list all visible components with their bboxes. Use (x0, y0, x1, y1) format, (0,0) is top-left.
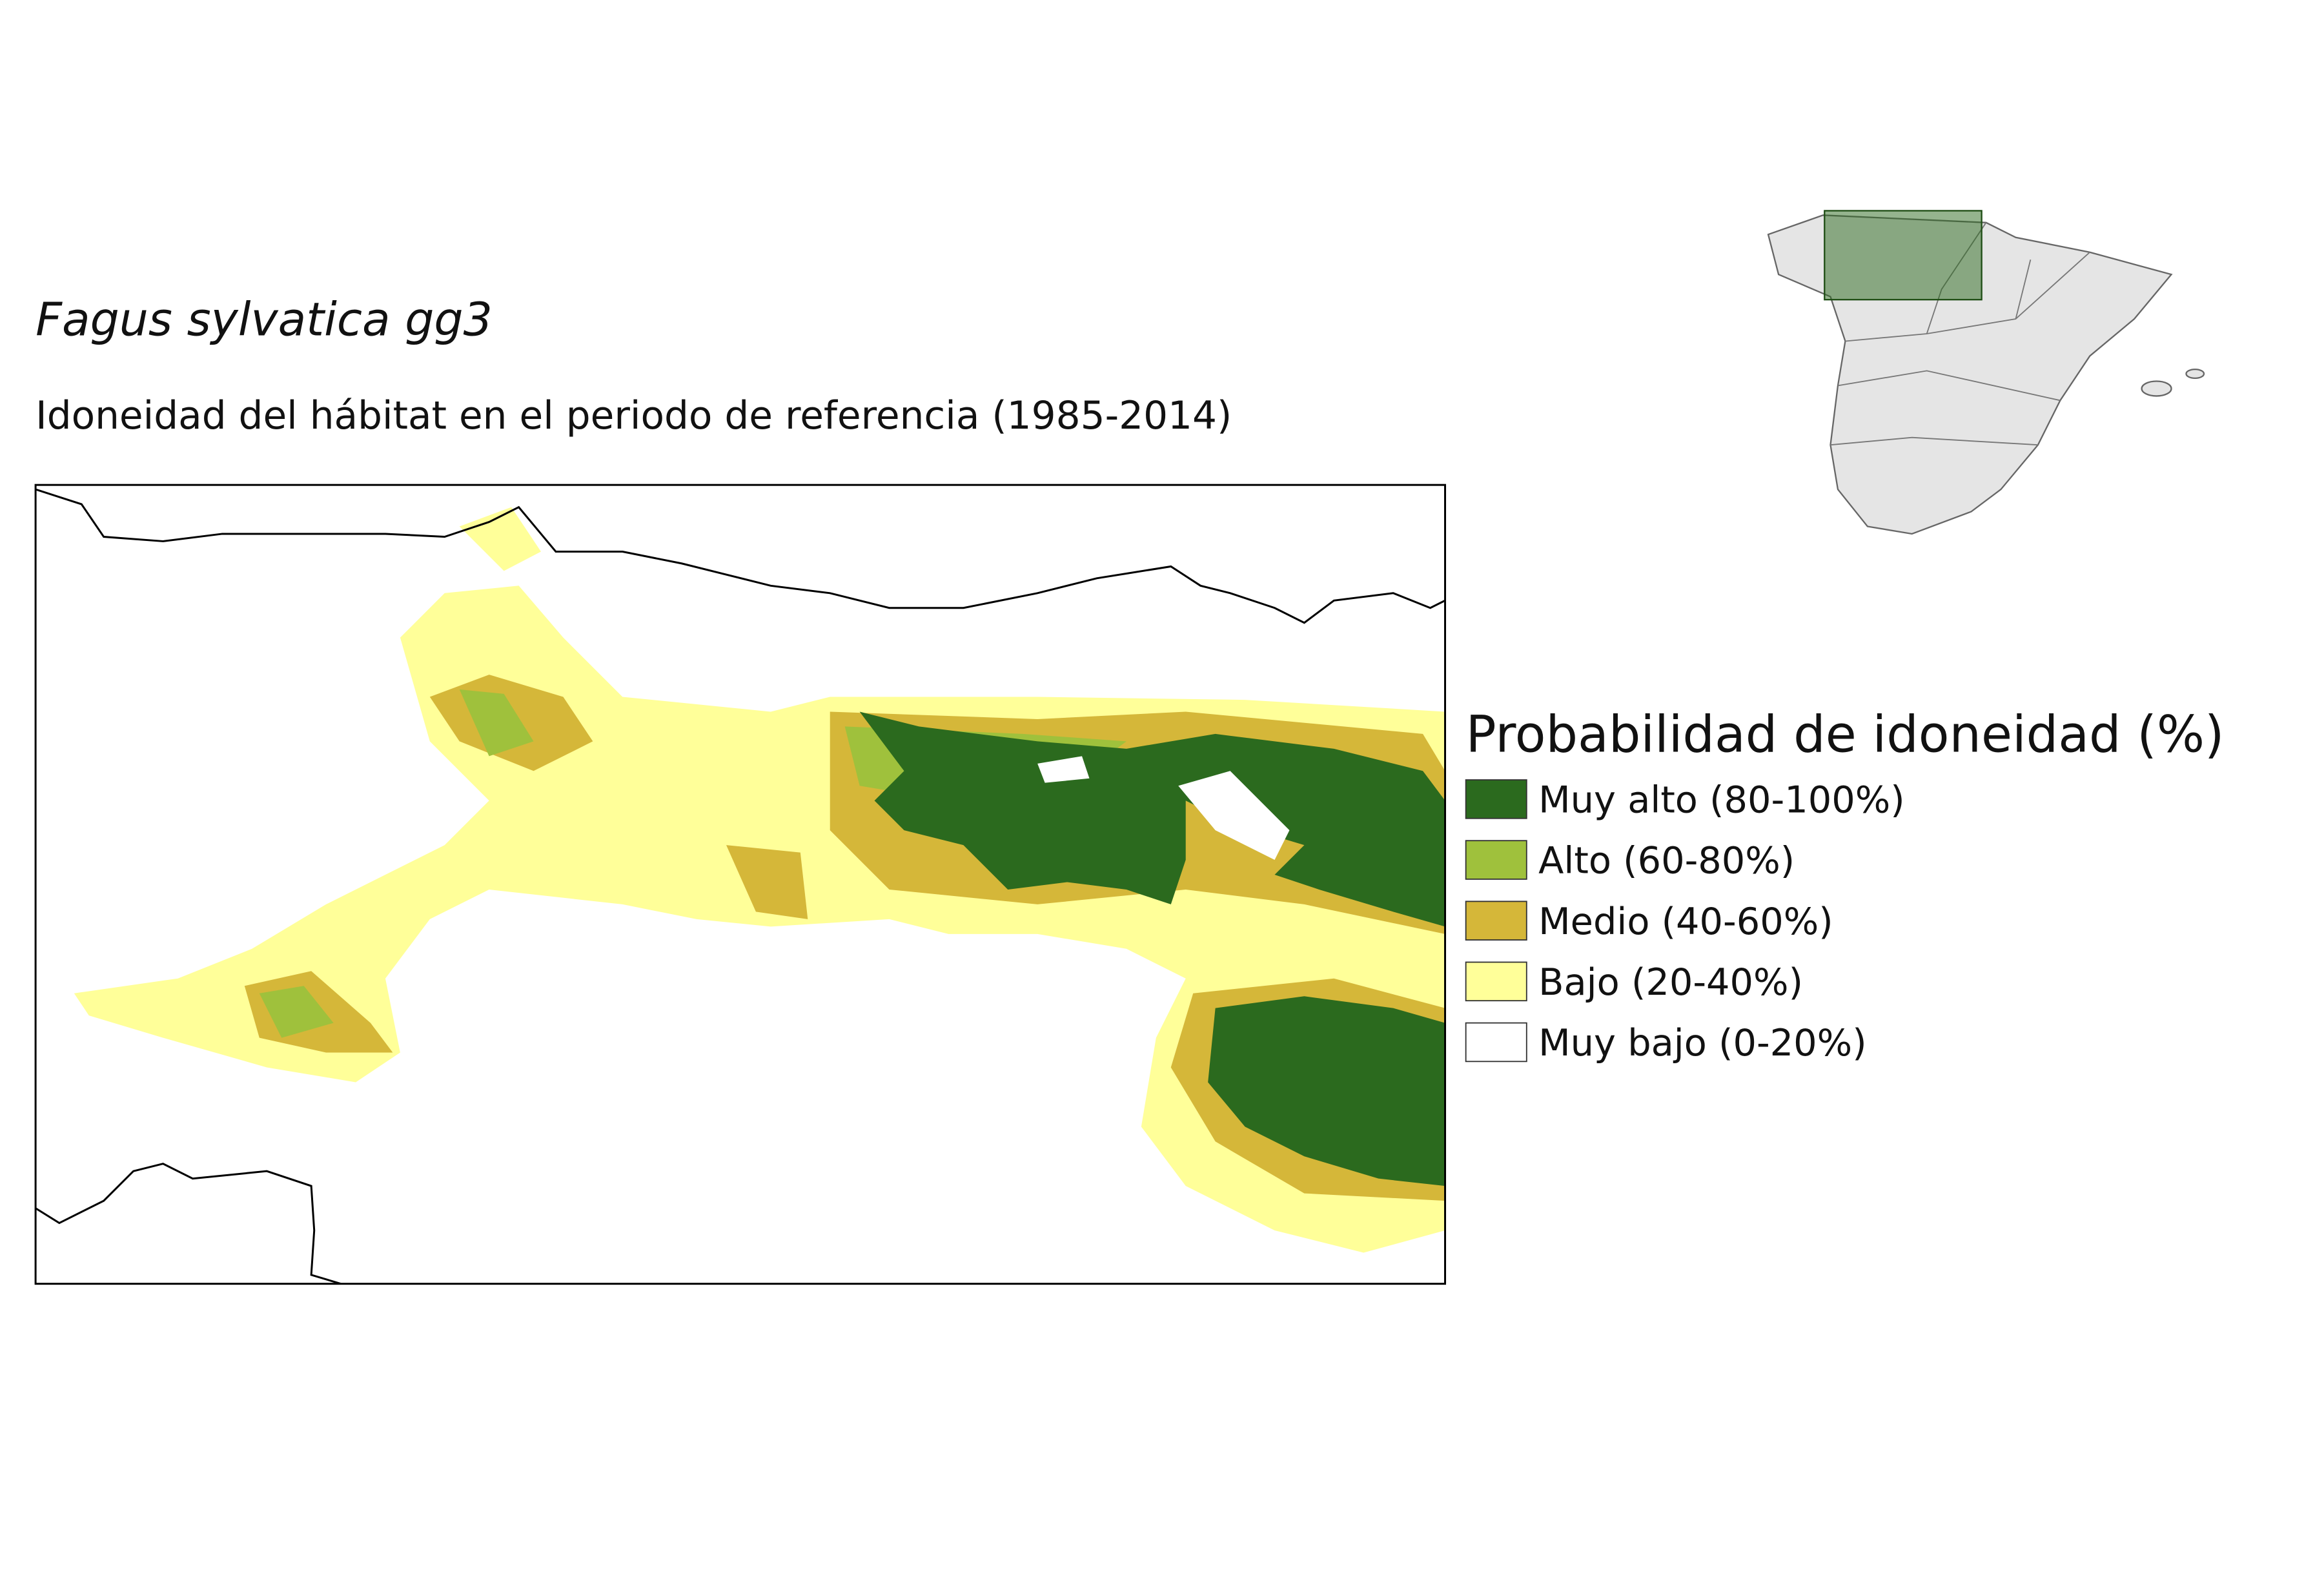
legend-label: Alto (60-80%) (1538, 839, 1795, 882)
legend-label: Muy bajo (0-20%) (1538, 1021, 1866, 1065)
map-frame (34, 484, 1447, 1285)
legend-label: Bajo (20-40%) (1538, 961, 1803, 1004)
legend-swatch (1465, 1022, 1527, 1063)
legend-label: Medio (40-60%) (1538, 900, 1833, 943)
title: Fagus sylvatica gg3 (36, 292, 493, 346)
habitat-low (459, 507, 542, 571)
legend-swatch (1465, 961, 1527, 1002)
legend-swatch (1465, 840, 1527, 880)
map (34, 484, 1447, 1285)
inset-map (1767, 210, 2205, 535)
inset-extent (1824, 210, 1983, 301)
legend-title: Probabilidad de idoneidad (%) (1466, 706, 2225, 764)
habitat-very-high (859, 711, 1445, 1187)
legend-swatch (1465, 779, 1527, 819)
subtitle: Idoneidad del hábitat en el periodo de r… (36, 394, 1232, 438)
legend: Probabilidad de idoneidad (%) Muy alto (… (1465, 706, 2225, 1065)
legend-swatch (1465, 901, 1527, 941)
legend-label: Muy alto (80-100%) (1538, 779, 1905, 822)
